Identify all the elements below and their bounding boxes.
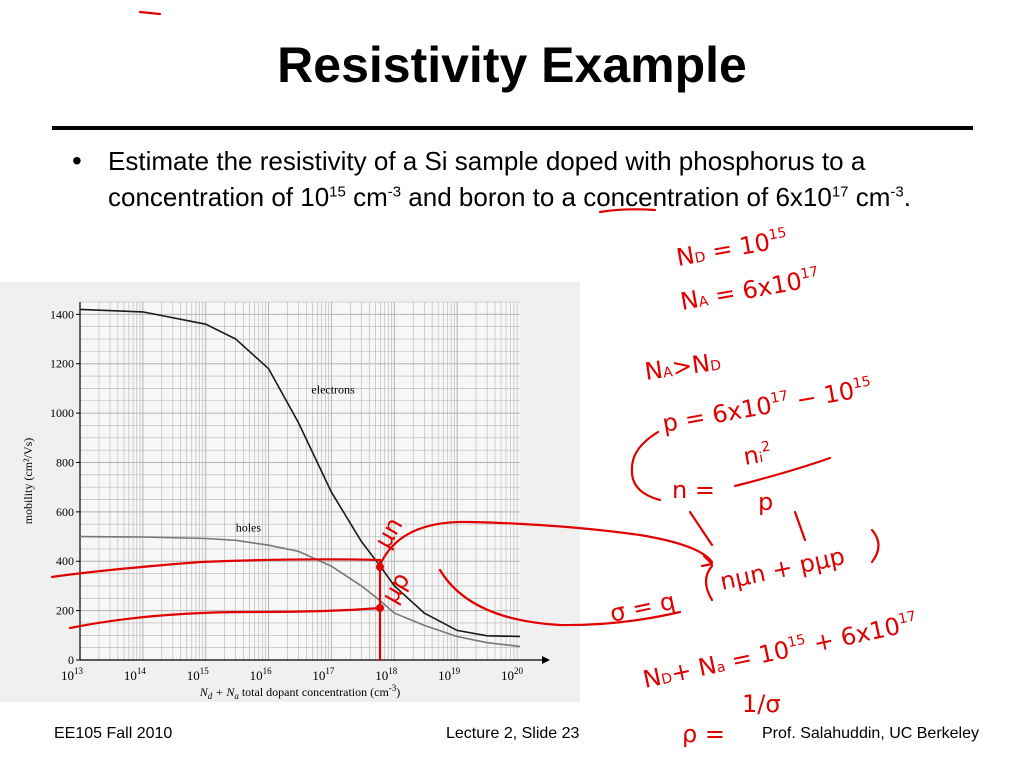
ink-mun-arrowhead <box>700 554 714 568</box>
ink-inv-sigma: 1/σ <box>742 690 781 718</box>
series-label-holes: holes <box>236 521 262 535</box>
footer-author: Prof. Salahuddin, UC Berkeley <box>762 725 979 742</box>
mobility-chart: 0 200 400 600 800 1000 1200 1400 1013 1014 1015 101… <box>0 282 580 702</box>
ink-fraction-bar <box>733 456 832 488</box>
ink-nd: ND = 1015 <box>674 225 790 272</box>
bullet-superscript: -3 <box>387 183 402 201</box>
y-tick-label: 1400 <box>50 307 74 321</box>
bullet-text-part: cm <box>345 182 388 212</box>
footer-course: EE105 Fall 2010 <box>54 725 173 742</box>
series-line-electrons <box>79 308 521 638</box>
x-tick-label: 1018 <box>375 666 398 683</box>
x-axis-arrow <box>542 656 550 664</box>
ink-n-eq: n = <box>672 476 715 504</box>
ink-arrow-p <box>793 510 807 542</box>
ink-sum: ND+ Na = 1015 + 6x1017 <box>640 608 920 694</box>
x-tick-label: 1013 <box>61 666 84 683</box>
footer-slide-number: Lecture 2, Slide 23 <box>446 725 580 742</box>
ink-paren-right <box>870 528 880 564</box>
ink-mark-top <box>138 10 162 16</box>
x-tick-label: 1015 <box>187 666 210 683</box>
ink-p-denom: p <box>758 488 773 516</box>
x-tick-label: 1014 <box>124 666 147 683</box>
ink-na-gt-nd: NA>ND <box>643 348 723 386</box>
bullet-text-part: Estimate the resistivity of a Si sample … <box>108 146 866 212</box>
bullet-superscript: -3 <box>890 183 904 201</box>
ink-ni2: ni2 <box>741 438 773 470</box>
ink-brace-left <box>630 430 662 502</box>
slide-title: Resistivity Example <box>277 37 747 93</box>
ink-sigma: σ = q <box>607 587 677 628</box>
ink-na: NA = 6x1017 <box>678 264 821 316</box>
ink-arrow-n <box>688 510 714 547</box>
bullet-superscript: 15 <box>329 183 346 201</box>
bullet-text-part: . <box>903 182 911 212</box>
bullet-text-part: and boron to a concentration of 6x10 <box>401 182 832 212</box>
y-tick-label: 600 <box>56 505 74 519</box>
bullet-marker: • <box>72 145 82 176</box>
x-tick-label: 1020 <box>501 666 524 683</box>
x-axis-label: Nd + Na total dopant concentration (cm-3… <box>199 683 401 701</box>
y-tick-label: 1000 <box>50 406 74 420</box>
y-tick-label: 1200 <box>50 357 74 371</box>
x-tick-label: 1017 <box>312 666 335 683</box>
ink-paren-left <box>704 564 714 602</box>
x-tick-label: 1016 <box>250 666 273 683</box>
bullet-superscript: 17 <box>831 183 849 201</box>
title-rule <box>52 126 973 130</box>
x-tick-label: 1019 <box>438 666 461 683</box>
bullet-text: Estimate the resistivity of a Si sample … <box>108 143 978 215</box>
ink-sigma-terms: nμn + pμp <box>717 542 847 596</box>
bullet-text-part: cm <box>848 182 891 212</box>
mobility-chart-svg: 0 200 400 600 800 1000 1200 1400 1013 1014 1015 101… <box>21 301 550 701</box>
series-label-electrons: electrons <box>311 382 355 396</box>
ink-p-eq: p = 6x1017 − 1015 <box>660 373 874 437</box>
y-tick-label: 200 <box>56 604 74 618</box>
ink-rho: ρ = <box>682 720 725 748</box>
y-axis-label: mobility (cm²/Vs) <box>21 438 35 525</box>
y-tick-label: 400 <box>56 554 74 568</box>
y-tick-label: 0 <box>68 653 74 667</box>
y-tick-label: 800 <box>56 455 74 469</box>
